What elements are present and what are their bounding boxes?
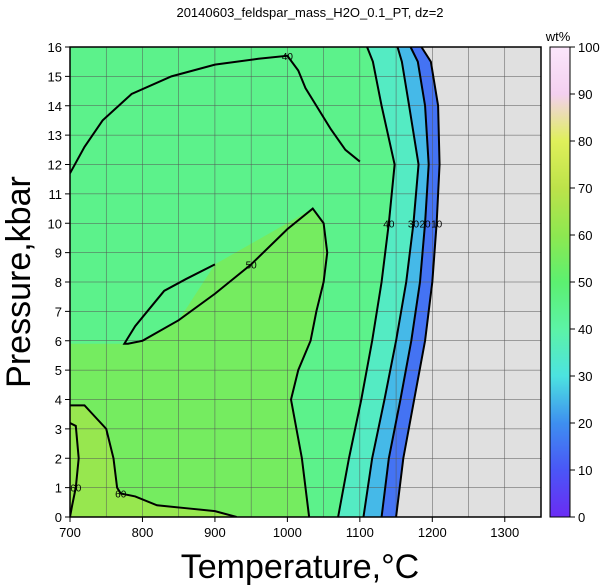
contour-label-60: 60 [115, 490, 127, 501]
contour-line-60 [70, 404, 237, 517]
colorbar-ticks: 0 10 20 30 40 50 60 70 80 90 100 [570, 40, 600, 525]
contour-label-30: 30 [408, 219, 420, 230]
y-tick-label: 14 [48, 99, 62, 114]
colorbar-tick-label: 0 [578, 510, 585, 525]
y-tick-label: 12 [48, 158, 62, 173]
y-tick-label: 16 [48, 40, 62, 55]
x-axis-ticks: 700 800 900 1000 1100 1200 1300 [59, 517, 519, 540]
contour-label-20: 20 [419, 219, 431, 230]
y-tick-label: 11 [49, 187, 63, 202]
contour-line-60 [70, 422, 80, 517]
x-axis-title: Temperature,°C [181, 548, 419, 586]
y-tick-label: 6 [55, 334, 62, 349]
colorbar-label: wt% [545, 29, 571, 44]
contour-label-40: 40 [282, 52, 294, 63]
colorbar-tick-label: 90 [578, 87, 592, 102]
y-tick-label: 3 [55, 422, 62, 437]
y-tick-label: 9 [55, 246, 62, 261]
colorbar-tick-label: 100 [578, 40, 600, 55]
x-tick-label: 1300 [490, 525, 519, 540]
y-tick-label: 13 [48, 128, 62, 143]
contour-line-30 [362, 47, 420, 517]
x-tick-label: 900 [204, 525, 226, 540]
colorbar-tick-label: 60 [578, 228, 592, 243]
colorbar-tick-label: 70 [578, 181, 592, 196]
colorbar-tick-label: 10 [578, 463, 592, 478]
colorbar-tick-label: 80 [578, 134, 592, 149]
x-tick-label: 1200 [418, 525, 447, 540]
y-tick-label: 5 [55, 363, 62, 378]
contour-line-50 [122, 207, 329, 517]
colorbar [549, 46, 571, 518]
contour-label-60: 60 [70, 484, 82, 495]
chart-title: 20140603_feldspar_mass_H2O_0.1_PT, dz=2 [176, 5, 443, 20]
x-tick-label: 1000 [273, 525, 302, 540]
y-tick-label: 4 [55, 393, 62, 408]
colorbar-tick-label: 50 [578, 275, 592, 290]
y-tick-label: 2 [55, 451, 62, 466]
x-tick-label: 1100 [346, 525, 374, 540]
colorbar-tick-label: 40 [578, 322, 592, 337]
contour-label-10: 10 [431, 219, 443, 230]
x-tick-label: 800 [132, 525, 154, 540]
colorbar-tick-label: 30 [578, 369, 592, 384]
colorbar-tick-label: 20 [578, 416, 592, 431]
contour-label-50: 50 [246, 260, 258, 271]
y-tick-label: 8 [55, 275, 62, 290]
grid-lines [70, 47, 541, 517]
contour-lines [70, 47, 441, 517]
y-tick-label: 15 [48, 69, 62, 84]
y-axis-title: Pressure,kbar [0, 176, 38, 388]
contour-line-10 [395, 47, 441, 517]
x-tick-label: 700 [59, 525, 81, 540]
contour-line-20 [380, 47, 430, 517]
y-tick-label: 10 [48, 216, 62, 231]
y-tick-label: 0 [55, 510, 62, 525]
contour-line-40 [337, 47, 396, 517]
y-tick-label: 7 [55, 304, 62, 319]
contour-label-40: 40 [383, 219, 395, 230]
contour-line-40 [70, 54, 361, 174]
y-tick-label: 1 [55, 481, 62, 496]
